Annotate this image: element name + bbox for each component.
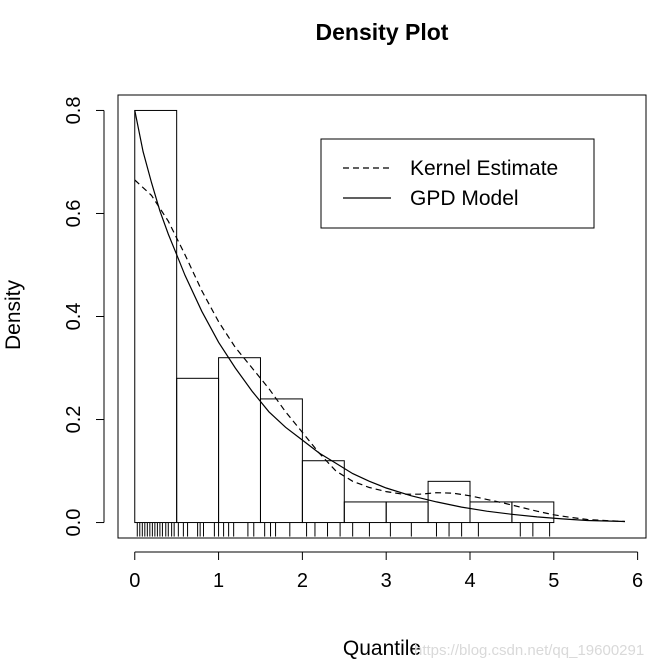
x-tick-label-2: 2	[297, 570, 308, 592]
x-tick-label-0: 0	[129, 570, 140, 592]
histogram-bar-3	[259, 398, 303, 524]
series-line-gpd-model	[134, 110, 626, 523]
y-tick-label-0: 0.0	[63, 509, 85, 537]
x-tick-label-4: 4	[464, 570, 475, 592]
plot-frame	[117, 94, 647, 539]
y-tick-label-1: 0.2	[63, 406, 85, 434]
watermark: https://blog.csdn.net/qq_19600291	[414, 642, 644, 659]
y-tick-label-4: 0.8	[63, 97, 85, 125]
rug	[136, 522, 551, 537]
legend: Kernel Estimate GPD Model	[320, 138, 595, 229]
histogram-bar-1	[176, 377, 220, 524]
legend-label-gpd: GPD Model	[410, 187, 519, 210]
series-line-kernel-estimate	[134, 179, 626, 523]
density-lines	[134, 110, 626, 523]
histogram-bar-6	[385, 501, 429, 524]
histogram-bar-2	[218, 357, 261, 524]
histogram-bar-0	[134, 109, 178, 524]
x-tick-label-3: 3	[381, 570, 392, 592]
x-axis-label: Quantile	[343, 637, 421, 660]
x-tick-label-6: 6	[632, 570, 643, 592]
x-tick-label-5: 5	[548, 570, 559, 592]
legend-box	[320, 138, 595, 229]
histogram	[134, 109, 555, 524]
x-tick-label-1: 1	[213, 570, 224, 592]
histogram-bar-9	[511, 501, 555, 524]
chart-title: Density Plot	[316, 19, 449, 45]
histogram-bar-5	[343, 501, 387, 524]
histogram-bar-4	[301, 460, 345, 524]
legend-label-kernel: Kernel Estimate	[410, 157, 558, 180]
y-tick-label-3: 0.6	[63, 200, 85, 228]
y-axis-label: Density	[2, 279, 25, 350]
axes: 0 1 2 3 4 5 6 0.0 0.2 0.4 0.6 0.8	[63, 94, 647, 592]
y-tick-label-2: 0.4	[63, 303, 85, 331]
